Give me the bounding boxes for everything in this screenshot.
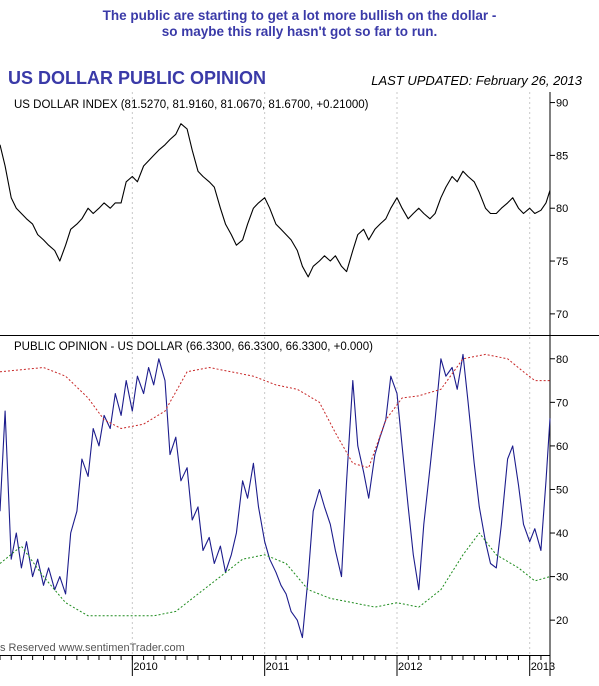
panel-1-label: US DOLLAR INDEX (81.5270, 81.9160, 81.06… <box>14 99 369 111</box>
y-tick-label-1-60: 60 <box>556 441 568 453</box>
caption-line-2: so maybe this rally hasn't got so far to… <box>161 24 438 39</box>
series-line-1-1 <box>0 353 550 469</box>
grid-lines <box>131 92 531 655</box>
series-line-0-0 <box>0 123 551 278</box>
x-tick-label-2012: 2012 <box>398 661 422 673</box>
copyright-text: s Reserved www.sentimenTrader.com <box>0 642 185 654</box>
chart-frame <box>0 92 599 676</box>
y-tick-label-0-85: 85 <box>556 150 568 162</box>
y-tick-label-0-75: 75 <box>556 256 568 268</box>
panel-2-label: PUBLIC OPINION - US DOLLAR (66.3300, 66.… <box>14 341 373 353</box>
y-tick-label-1-50: 50 <box>556 484 568 496</box>
axis-ticks: 2010 2011 2012 2013 70 75 80 85 90 20 30 40 50 60 70 80 <box>0 98 568 676</box>
y-tick-label-1-20: 20 <box>556 615 568 627</box>
caption-text: The public are starting to get a lot mor… <box>0 8 599 40</box>
caption-line-1: The public are starting to get a lot mor… <box>102 8 497 23</box>
y-tick-label-0-70: 70 <box>556 309 568 321</box>
x-tick-label-2011: 2011 <box>266 661 290 673</box>
chart-title: US DOLLAR PUBLIC OPINION <box>8 68 266 88</box>
series-lines <box>0 123 551 639</box>
y-tick-label-0-80: 80 <box>556 203 568 215</box>
x-tick-label-2010: 2010 <box>133 661 157 673</box>
y-tick-label-1-40: 40 <box>556 528 568 540</box>
x-tick-label-2013: 2013 <box>531 661 555 673</box>
last-updated: LAST UPDATED: February 26, 2013 <box>371 73 583 88</box>
y-tick-label-1-30: 30 <box>556 572 568 584</box>
series-line-1-2 <box>0 532 551 617</box>
y-tick-label-1-80: 80 <box>556 354 568 366</box>
y-tick-label-0-90: 90 <box>556 98 568 110</box>
y-tick-label-1-70: 70 <box>556 397 568 409</box>
series-line-1-0 <box>0 353 551 639</box>
